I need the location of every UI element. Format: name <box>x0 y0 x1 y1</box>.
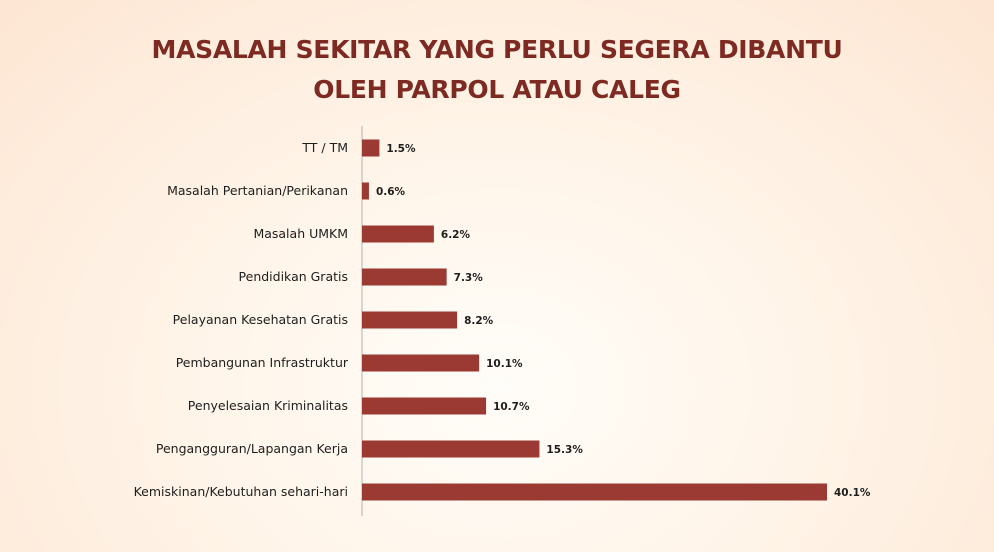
value-label: 8.2% <box>464 315 494 327</box>
bar <box>362 182 369 200</box>
value-label: 6.2% <box>441 229 471 241</box>
category-label: Penyelesaian Kriminalitas <box>188 398 348 413</box>
bar <box>362 440 540 458</box>
category-label: Pelayanan Kesehatan Gratis <box>173 312 348 327</box>
bars-group: TT / TM 1.5% Masalah Pertanian/Perikanan 0.… <box>134 139 871 501</box>
value-label: 15.3% <box>546 444 583 456</box>
value-label: 10.1% <box>486 358 523 370</box>
bar <box>362 354 480 372</box>
category-label: TT / TM <box>301 140 348 155</box>
bar <box>362 268 447 286</box>
category-label: Pembangunan Infrastruktur <box>176 355 349 370</box>
bar <box>362 225 434 243</box>
chart-title-line-2: OLEH PARPOL ATAU CALEG <box>313 75 681 104</box>
value-label: 7.3% <box>454 272 484 284</box>
bar <box>362 397 487 415</box>
category-label: Pengangguran/Lapangan Kerja <box>156 441 348 456</box>
bar <box>362 483 827 501</box>
bar <box>362 139 380 157</box>
chart-title-line-1: MASALAH SEKITAR YANG PERLU SEGERA DIBANT… <box>151 35 843 64</box>
category-label: Masalah UMKM <box>253 226 348 241</box>
value-label: 1.5% <box>386 143 416 155</box>
category-label: Pendidikan Gratis <box>239 269 348 284</box>
value-label: 10.7% <box>493 401 530 413</box>
category-label: Kemiskinan/Kebutuhan sehari-hari <box>134 484 348 499</box>
bar <box>362 311 458 329</box>
category-label: Masalah Pertanian/Perikanan <box>167 183 348 198</box>
value-label: 40.1% <box>834 487 871 499</box>
value-label: 0.6% <box>376 186 406 198</box>
chart-title: MASALAH SEKITAR YANG PERLU SEGERA DIBANT… <box>0 30 994 110</box>
